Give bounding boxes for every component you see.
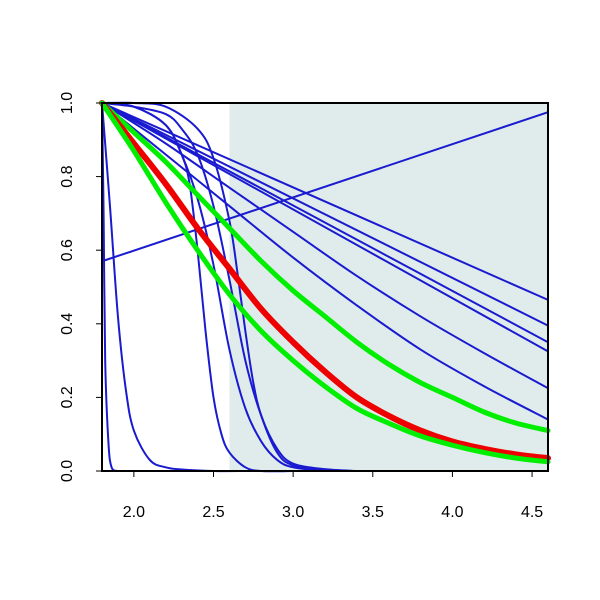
series-line-15-red — [99, 100, 551, 462]
y-tick-label: 0.0 — [59, 460, 76, 482]
series-line-14-green — [99, 100, 551, 434]
shaded-region-layer — [229, 103, 548, 471]
x-tick-label: 2.0 — [123, 504, 145, 521]
series-line-10-blue — [101, 102, 549, 344]
x-tick-label: 3.0 — [282, 504, 304, 521]
plot-frame — [101, 102, 549, 472]
series-line-6-blue — [101, 101, 326, 472]
x-tick-label: 3.5 — [362, 504, 384, 521]
series-line-1-blue — [101, 102, 119, 472]
shaded-region — [229, 103, 548, 471]
axes-layer: 2.0 2.5 3.0 3.5 4.0 4.5 0.0 0.2 0.4 0.6 0.8 1.0 — [59, 92, 549, 521]
series-line-4-blue — [101, 102, 326, 472]
series-line-5-blue — [101, 102, 358, 472]
y-tick-label: 0.4 — [59, 313, 76, 335]
series-line-12-blue — [101, 102, 549, 390]
series-line-8-blue — [101, 102, 549, 301]
series-line-11-blue — [101, 102, 549, 353]
x-tick-label: 4.5 — [521, 504, 543, 521]
y-tick-label: 0.6 — [59, 239, 76, 261]
series-line-7-blue — [101, 111, 549, 263]
x-tick-label: 4.0 — [441, 504, 463, 521]
series-line-9-blue — [101, 102, 549, 327]
series-line-13-blue — [101, 102, 549, 421]
y-tick-label: 0.8 — [59, 165, 76, 187]
series-line-16-green — [99, 100, 551, 465]
y-tick-label: 0.2 — [59, 386, 76, 408]
y-tick-label: 1.0 — [59, 92, 76, 114]
x-tick-label: 2.5 — [202, 504, 224, 521]
series-lines-layer — [99, 100, 551, 473]
